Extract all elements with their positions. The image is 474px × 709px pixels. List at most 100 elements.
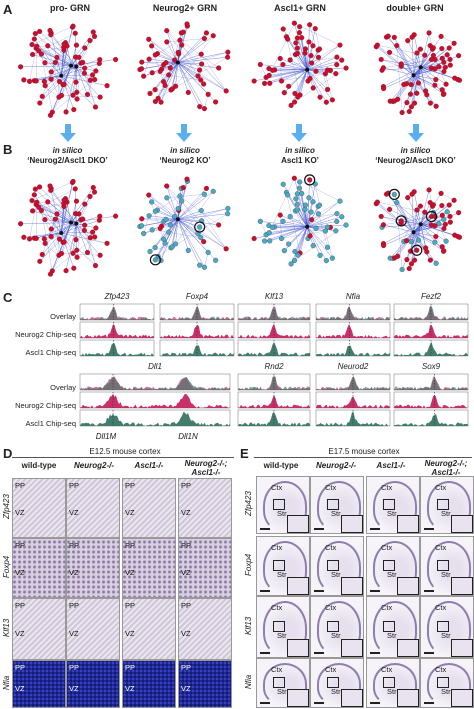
- network-node: [195, 73, 201, 79]
- network-node: [287, 213, 293, 220]
- network-node: [82, 65, 88, 71]
- panel-e-label: E: [240, 446, 249, 461]
- network-edge: [50, 65, 72, 116]
- network-node: [198, 51, 204, 57]
- network-edge: [383, 74, 414, 89]
- network-node: [164, 39, 170, 45]
- chip-signal: [394, 394, 468, 408]
- d-histology-tile: PP VZ: [12, 478, 66, 538]
- network-edge: [406, 225, 436, 241]
- network-node: [37, 258, 43, 264]
- network-edge: [286, 192, 301, 254]
- condition-b2: in silico ‘Neurog2 KO’: [159, 146, 211, 165]
- network-edge: [172, 62, 179, 90]
- network-node: [31, 192, 37, 198]
- network-node: [257, 62, 263, 68]
- chip-signal: [394, 413, 468, 426]
- network-edge: [60, 75, 75, 110]
- e-histology-tile: Ctx Str: [420, 476, 474, 534]
- network-edge: [177, 218, 200, 228]
- network-edge: [307, 56, 338, 70]
- network-edge: [160, 62, 179, 103]
- network-node: [48, 69, 54, 75]
- hub-node: [305, 224, 310, 229]
- zone-pp-label: PP: [15, 601, 26, 610]
- network-edge: [177, 62, 219, 69]
- network-node: [72, 30, 78, 36]
- d-histology-tile: PP VZ: [12, 538, 66, 598]
- network-edge: [290, 59, 308, 70]
- network-edge: [47, 45, 62, 96]
- network-node: [281, 90, 287, 96]
- network-node: [152, 208, 158, 214]
- roi-box: [327, 499, 339, 510]
- network-edge: [177, 218, 227, 250]
- grn-title-ascl1: Ascl1+ GRN: [274, 3, 326, 13]
- network-node: [430, 202, 436, 208]
- network-edge: [260, 221, 270, 241]
- network-edge: [254, 226, 308, 239]
- network-edge: [420, 32, 430, 68]
- network-edge: [306, 28, 316, 70]
- network-edge: [60, 181, 74, 234]
- network-edge: [420, 224, 426, 248]
- condition-b3: in silico Ascl1 KO’: [281, 146, 319, 165]
- network-edge: [42, 75, 62, 97]
- network-node: [444, 52, 450, 58]
- network-edge: [201, 54, 227, 92]
- chip-signal: [316, 324, 390, 338]
- network-node: [104, 83, 110, 89]
- network-edge: [175, 191, 214, 245]
- network-node: [436, 221, 442, 227]
- panel-d-label: D: [3, 446, 13, 461]
- network-node: [81, 70, 87, 76]
- network-edge: [177, 62, 227, 92]
- network-node: [398, 218, 404, 224]
- magnified-inset: [287, 689, 309, 707]
- panel-a-networks: [18, 20, 463, 118]
- network-dko-a: [18, 178, 119, 277]
- network-node: [439, 212, 445, 218]
- network-node: [374, 42, 380, 48]
- network-edge: [165, 62, 204, 85]
- network-node: [61, 41, 67, 47]
- d-histology-tile: PP VZ: [66, 598, 120, 660]
- network-node: [433, 260, 439, 266]
- network-node: [308, 53, 314, 59]
- e-histology-tile: Ctx Str: [310, 476, 364, 534]
- highlight-ring: [149, 254, 161, 266]
- network-node: [307, 233, 313, 239]
- network-edge: [148, 39, 227, 92]
- network-edge: [420, 67, 426, 91]
- network-node: [210, 33, 216, 39]
- network-node: [294, 50, 300, 57]
- arrow-down-icon: [176, 124, 192, 142]
- network-edge: [410, 224, 421, 242]
- network-node: [163, 216, 169, 222]
- zone-vz-label: VZ: [181, 684, 191, 693]
- network-node: [146, 192, 152, 198]
- network-node: [223, 246, 229, 252]
- network-node: [423, 245, 429, 251]
- network-node: [334, 218, 340, 225]
- network-node: [411, 257, 418, 263]
- hub-node: [305, 67, 310, 72]
- network-node: [343, 65, 349, 71]
- network-node: [288, 102, 294, 108]
- network-node: [80, 59, 86, 65]
- chip-signal: [394, 378, 468, 390]
- network-edge: [401, 67, 421, 113]
- network-node: [325, 86, 331, 93]
- network-node: [90, 185, 96, 191]
- network-node: [199, 61, 205, 67]
- network-ascl1-ko: [251, 174, 349, 267]
- zone-pp-label: PP: [125, 663, 136, 672]
- network-node: [408, 82, 414, 88]
- network-edge: [141, 218, 164, 222]
- network-node: [447, 56, 453, 62]
- network-node: [405, 195, 411, 201]
- network-node: [403, 238, 410, 244]
- network-node: [164, 28, 170, 34]
- network-node: [33, 78, 39, 84]
- network-edge: [269, 69, 308, 76]
